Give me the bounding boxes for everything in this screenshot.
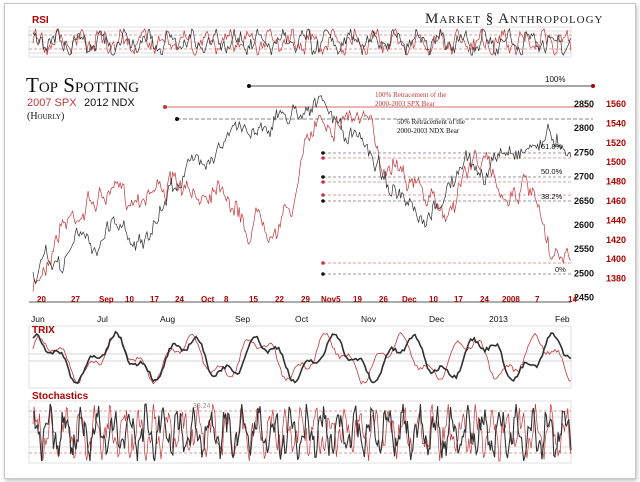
price-ndx-line — [32, 95, 572, 285]
fib-dot — [321, 180, 325, 184]
x-tick-label-top: 17 — [454, 295, 463, 304]
fib-dot — [321, 193, 325, 197]
ndx-retracement-dot — [175, 117, 179, 121]
label-0pct: 0% — [555, 265, 566, 274]
ndx-retracement-annotation: 50% Retracement of the 2000-2003 NDX Bear — [397, 118, 465, 135]
right-axis: 1560 1540 1520 1500 1480 1460 1440 1420 1400 1380 — [606, 99, 626, 284]
x-tick-label-top: 17 — [150, 295, 159, 304]
subtitle-spx: 2007 SPX — [27, 97, 77, 109]
brand-logo: Market § Anthropology — [425, 11, 604, 27]
x-tick-label-top: 15 — [249, 295, 258, 304]
fib-dot — [321, 272, 325, 276]
left-axis: 2850 2800 2750 2700 2650 2600 2550 2500 2450 — [574, 99, 594, 303]
label-50pct: 50.0% — [541, 167, 563, 176]
label-382pct: 38.2% — [541, 192, 563, 201]
spx-retracement-annotation: 100% Retracement of the 2000-2003 SPX Bea… — [375, 91, 446, 108]
trix-panel-frame — [28, 325, 572, 389]
chart-title: Top Spotting — [26, 73, 139, 97]
fib-dot — [321, 261, 325, 265]
right-axis-tick: 1540 — [606, 118, 626, 128]
right-axis-tick: 1460 — [606, 196, 626, 206]
price-spx-line — [32, 110, 572, 292]
x-tick-label-bottom: Aug — [160, 314, 175, 324]
x-tick-label-top: 10 — [125, 295, 134, 304]
stoch-title: Stochastics — [32, 391, 89, 402]
left-axis-tick: 2700 — [574, 172, 594, 182]
x-axis-top-labels: 20 27 Sep 10 17 24 Oct 8 15 22 29 Nov5 19 26 Dec 10 17 24… — [37, 295, 577, 304]
right-axis-tick: 1400 — [606, 254, 626, 264]
x-tick-label-bottom: Oct — [295, 314, 309, 324]
stoch-readout: 33.24 — [193, 403, 211, 410]
right-axis-tick: 1440 — [606, 215, 626, 225]
chart-frame: RSI Market § Anthropology — [4, 3, 636, 479]
trix-spx-line — [32, 331, 572, 385]
left-axis-tick: 2800 — [574, 123, 594, 133]
x-tick-label-top: 20 — [37, 295, 46, 304]
x-tick-label-bottom: Jul — [97, 314, 108, 324]
left-axis-tick: 2650 — [574, 196, 594, 206]
stochastics-panel: Stochastics 33.24 — [28, 391, 572, 464]
trix-title: TRIX — [32, 325, 55, 336]
stoch-ndx-line — [32, 403, 572, 462]
price-panel: Top Spotting 2007 SPX 2012 NDX (Hourly) … — [26, 73, 626, 324]
stoch-spx-line — [32, 403, 572, 462]
x-tick-label-top: 14 — [568, 295, 577, 304]
x-tick-label-bottom: Jun — [31, 314, 45, 324]
x-tick-label-top: 29 — [301, 295, 310, 304]
x-tick-label-top: 2008 — [502, 295, 520, 304]
label-100pct: 100% — [545, 75, 565, 84]
trix-ndx-line — [32, 330, 572, 385]
x-tick-label-bottom: Sep — [235, 314, 250, 324]
label-618pct: 61.8% — [541, 142, 563, 151]
left-axis-tick: 2850 — [574, 99, 594, 109]
x-tick-label-bottom: Feb — [555, 314, 570, 324]
x-tick-label-top: Sep — [99, 295, 114, 304]
right-axis-tick: 1520 — [606, 138, 626, 148]
fib-dot — [321, 199, 325, 203]
subtitle-frequency: (Hourly) — [27, 111, 64, 122]
fib-dot — [321, 175, 325, 179]
x-axis-bottom-labels: Jun Jul Aug Sep Oct Nov Dec 2013 Feb — [31, 314, 570, 324]
right-axis-tick: 1420 — [606, 235, 626, 245]
rsi-ndx-line — [32, 27, 572, 57]
x-tick-label-top: 24 — [480, 295, 489, 304]
left-axis-tick: 2450 — [574, 293, 594, 303]
x-tick-label-top: Nov5 — [321, 295, 341, 304]
x-tick-label-top: 7 — [535, 295, 540, 304]
left-axis-tick: 2500 — [574, 268, 594, 278]
level-100-dot — [247, 84, 251, 88]
fib-dot — [321, 156, 325, 160]
right-axis-tick: 1560 — [606, 99, 626, 109]
spx-retracement-dot — [163, 105, 167, 109]
chart-canvas: RSI Market § Anthropology — [26, 11, 626, 464]
rsi-title: RSI — [32, 15, 49, 26]
fib-dot — [321, 151, 325, 155]
left-axis-tick: 2750 — [574, 147, 594, 157]
x-tick-label-top: 27 — [71, 295, 80, 304]
x-tick-label-top: 10 — [429, 295, 438, 304]
x-tick-label-bottom: 2013 — [489, 314, 508, 324]
right-axis-tick: 1500 — [606, 157, 626, 167]
right-axis-tick: 1380 — [606, 274, 626, 284]
right-axis-tick: 1480 — [606, 177, 626, 187]
x-tick-label-top: 26 — [379, 295, 388, 304]
left-axis-tick: 2600 — [574, 220, 594, 230]
level-100-dot — [591, 84, 595, 88]
left-axis-tick: 2550 — [574, 244, 594, 254]
x-tick-label-bottom: Nov — [361, 314, 377, 324]
trix-panel: TRIX — [28, 325, 572, 389]
x-tick-label-top: 8 — [224, 295, 229, 304]
x-tick-label-top: Dec — [402, 295, 417, 304]
subtitle-ndx: 2012 NDX — [84, 97, 135, 109]
x-tick-label-top: 24 — [175, 295, 184, 304]
rsi-panel: RSI — [28, 15, 572, 58]
x-tick-label-bottom: Dec — [429, 314, 445, 324]
x-tick-label-top: 19 — [353, 295, 362, 304]
x-tick-label-top: Oct — [201, 295, 215, 304]
x-tick-label-top: 22 — [275, 295, 284, 304]
